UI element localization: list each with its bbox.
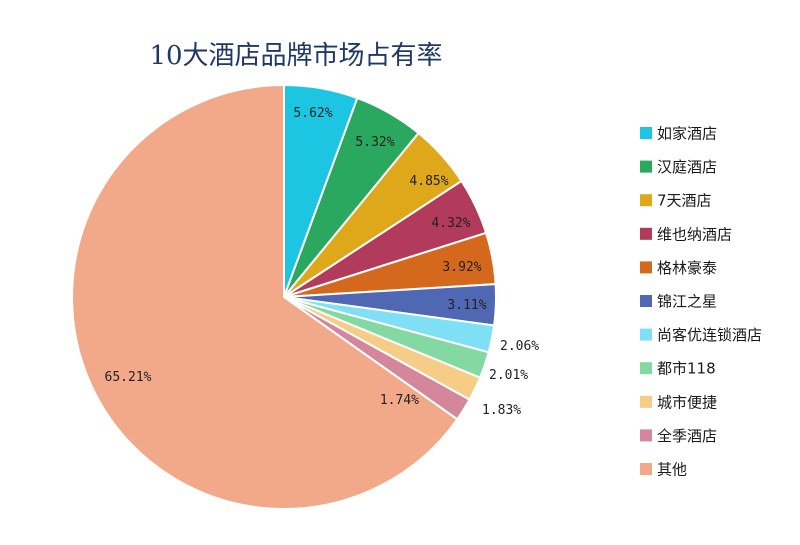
- legend-label: 都市118: [657, 360, 716, 378]
- legend-swatch: [640, 194, 652, 207]
- legend-label: 维也纳酒店: [657, 225, 732, 243]
- pie-slice: [71, 83, 459, 510]
- slice-data-label: 2.06%: [500, 339, 539, 354]
- chart-title: 10大酒店品牌市场占有率: [149, 41, 442, 71]
- legend-swatch: [640, 127, 652, 139]
- legend-swatch: [640, 463, 652, 475]
- legend-label: 格林豪泰: [657, 259, 717, 277]
- legend-swatch: [640, 395, 652, 408]
- slice-data-label: 3.92%: [442, 260, 481, 275]
- slice-data-label: 5.62%: [293, 106, 332, 121]
- pie-slices: [71, 83, 497, 510]
- slice-data-label: 5.32%: [355, 135, 394, 150]
- legend-label: 全季酒店: [657, 427, 717, 445]
- slice-data-label: 3.11%: [447, 298, 486, 313]
- slice-data-label: 2.01%: [489, 368, 528, 383]
- legend-swatch: [640, 328, 652, 341]
- pie-slice-labels: 5.62% 5.32% 4.85% 4.32% 3.92% 3.11% 2.06% 2.01%…: [105, 106, 540, 418]
- legend-swatch: [640, 429, 652, 442]
- slice-data-label: 65.21%: [105, 370, 152, 385]
- legend-label: 城市便捷: [657, 393, 717, 411]
- legend-swatch: [640, 227, 652, 240]
- slice-data-label: 4.32%: [431, 216, 470, 231]
- legend-label: 锦江之星: [657, 293, 717, 311]
- legend-swatch: [640, 261, 652, 274]
- slice-data-label: 1.83%: [482, 403, 521, 418]
- slice-data-label: 1.74%: [380, 393, 419, 408]
- legend-swatch: [640, 295, 652, 307]
- legend-label: 尚客优连锁酒店: [657, 326, 762, 344]
- legend-swatch: [640, 160, 652, 173]
- legend-label: 其他: [657, 461, 687, 479]
- legend-swatch: [640, 362, 652, 375]
- legend-label: 如家酒店: [657, 125, 717, 143]
- legend-label: 汉庭酒店: [657, 158, 717, 176]
- legend-label: 7天酒店: [657, 192, 712, 210]
- slice-data-label: 4.85%: [409, 174, 448, 189]
